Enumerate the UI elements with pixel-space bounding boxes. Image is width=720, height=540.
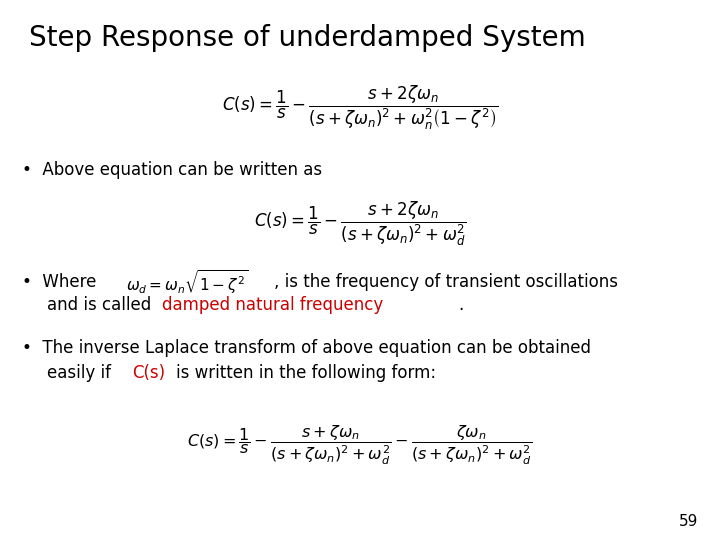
- Text: C(s): C(s): [132, 363, 166, 382]
- Text: and is called: and is called: [47, 296, 151, 314]
- Text: •  Where: • Where: [22, 273, 96, 291]
- Text: $C(s) = \dfrac{1}{s} - \dfrac{s + 2\zeta\omega_n}{(s + \zeta\omega_n)^2 + \omega: $C(s) = \dfrac{1}{s} - \dfrac{s + 2\zeta…: [222, 84, 498, 132]
- Text: $C(s) = \dfrac{1}{s} - \dfrac{s + 2\zeta\omega_n}{(s + \zeta\omega_n)^2 + \omega: $C(s) = \dfrac{1}{s} - \dfrac{s + 2\zeta…: [253, 200, 467, 248]
- Text: damped natural frequency: damped natural frequency: [162, 296, 383, 314]
- Text: , is the frequency of transient oscillations: , is the frequency of transient oscillat…: [274, 273, 618, 291]
- Text: is written in the following form:: is written in the following form:: [176, 363, 436, 382]
- Text: $C(s) = \dfrac{1}{s} - \dfrac{s + \zeta\omega_n}{(s + \zeta\omega_n)^2 + \omega_: $C(s) = \dfrac{1}{s} - \dfrac{s + \zeta\…: [187, 424, 533, 467]
- Text: •  Above equation can be written as: • Above equation can be written as: [22, 161, 322, 179]
- Text: easily if: easily if: [47, 363, 111, 382]
- Text: 59: 59: [679, 514, 698, 529]
- Text: •  The inverse Laplace transform of above equation can be obtained: • The inverse Laplace transform of above…: [22, 339, 590, 357]
- Text: .: .: [459, 296, 464, 314]
- Text: $\omega_d = \omega_n\sqrt{1 - \zeta^2}$: $\omega_d = \omega_n\sqrt{1 - \zeta^2}$: [126, 268, 248, 295]
- Text: Step Response of underdamped System: Step Response of underdamped System: [29, 24, 585, 52]
